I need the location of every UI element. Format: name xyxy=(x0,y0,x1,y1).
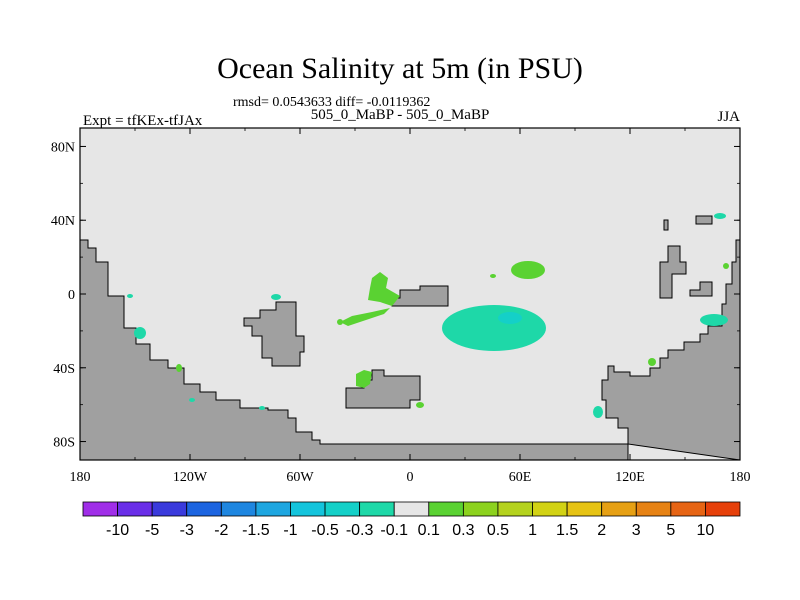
land-east-island-c xyxy=(695,215,713,225)
y-tick-label: 40N xyxy=(51,214,75,229)
y-tick-label: 40S xyxy=(53,362,75,377)
anomaly-teal-dot-b xyxy=(127,294,133,298)
colorbar-label: 3 xyxy=(632,522,641,539)
colorbar-label: -0.5 xyxy=(311,522,339,539)
chart-title: Ocean Salinity at 5m (in PSU) xyxy=(217,52,583,85)
colorbar-swatch xyxy=(324,501,361,517)
colorbar-swatch xyxy=(393,501,430,517)
anomaly-green-equator xyxy=(368,272,400,306)
anomaly-green-dot-e xyxy=(490,274,496,278)
colorbar-label: 2 xyxy=(597,522,606,539)
stats-text: rmsd= 0.0543633 diff= -0.0119362 xyxy=(233,95,431,110)
colorbar-swatch xyxy=(532,501,568,517)
colorbar-label: 0.1 xyxy=(418,522,440,539)
experiment-label: Expt = tfKEx-tfJAx xyxy=(83,113,203,129)
colorbar-swatch xyxy=(82,501,118,517)
colorbar-label: -1.5 xyxy=(242,522,270,539)
colorbar-swatch xyxy=(635,501,672,517)
colorbar-label: 1 xyxy=(528,522,537,539)
x-tick-label: 180 xyxy=(730,470,751,485)
land-layer xyxy=(80,215,740,460)
land-east-island-b xyxy=(689,281,713,297)
season-label: JJA xyxy=(717,109,740,125)
land-east-island-d xyxy=(663,219,669,231)
colorbar-label: -0.3 xyxy=(346,522,374,539)
colorbar-label: -3 xyxy=(180,522,194,539)
anomaly-green-dot-d xyxy=(176,364,182,372)
anomaly-teal-dot-d xyxy=(189,398,195,402)
colorbar-swatch xyxy=(186,501,222,517)
anomaly-green-dot-c xyxy=(723,263,729,269)
colorbar-swatch xyxy=(117,501,153,517)
colorbar-swatch xyxy=(220,501,257,517)
colorbar-label: -1 xyxy=(283,522,297,539)
anomaly-green-equator-b xyxy=(340,306,392,326)
colorbar-swatch xyxy=(497,501,533,517)
x-tick-label: 60E xyxy=(509,470,532,485)
land-central-a xyxy=(243,301,305,367)
colorbar-label: -2 xyxy=(214,522,228,539)
axis-layer: 180 120W 60W 0 60E 120E 180 80N 40N 0 40S 80S xyxy=(51,128,751,485)
colorbar-label: 10 xyxy=(697,522,715,539)
anomaly-green-dot-f xyxy=(337,319,343,325)
colorbar-swatch xyxy=(359,501,395,517)
colorbar-label: -5 xyxy=(145,522,159,539)
x-tick-label: 0 xyxy=(407,470,414,485)
colorbar-label: -0.1 xyxy=(380,522,408,539)
x-tick-label: 120E xyxy=(615,470,645,485)
colorbar-swatch xyxy=(151,501,188,517)
colorbar-swatch xyxy=(428,501,464,517)
x-tick-label: 180 xyxy=(70,470,91,485)
anomaly-blob-main xyxy=(442,305,546,351)
colorbar: -10 -5 -3 -2 -1.5 -1 -0.5 -0.3 -0.1 0.1 0.3 0.5 1 1.5… xyxy=(82,501,741,539)
anomaly-teal-northeast xyxy=(714,213,726,219)
anomaly-teal-dot-a xyxy=(271,294,281,300)
y-tick-label: 80N xyxy=(51,140,75,155)
case-label: 505_0_MaBP - 505_0_MaBP xyxy=(310,107,490,123)
anomaly-layer xyxy=(127,213,729,418)
x-tick-label: 60W xyxy=(286,470,314,485)
colorbar-label: 5 xyxy=(666,522,675,539)
colorbar-label: 0.3 xyxy=(452,522,474,539)
anomaly-teal-east xyxy=(700,314,728,326)
land-west-continent xyxy=(80,239,629,460)
anomaly-blob-core xyxy=(498,312,522,324)
colorbar-swatch xyxy=(255,501,291,517)
anomaly-teal-south xyxy=(593,406,603,418)
y-tick-label: 0 xyxy=(68,288,75,303)
colorbar-swatch xyxy=(290,501,326,517)
anomaly-green-dot-a xyxy=(416,402,424,408)
y-tick-label: 80S xyxy=(53,436,75,451)
land-east-island-a xyxy=(659,245,687,299)
colorbar-swatch xyxy=(566,501,603,517)
colorbar-label: 1.5 xyxy=(556,522,578,539)
land-east-continent xyxy=(601,239,740,460)
colorbar-swatch xyxy=(462,501,499,517)
anomaly-green-south xyxy=(356,370,372,388)
colorbar-label: -10 xyxy=(106,522,129,539)
anomaly-green-dot-b xyxy=(648,358,656,366)
anomaly-teal-dot-c xyxy=(259,406,265,410)
colorbar-swatch xyxy=(601,501,637,517)
anomaly-teal-west xyxy=(134,327,146,339)
x-tick-label: 120W xyxy=(173,470,208,485)
anomaly-green-north xyxy=(511,261,545,279)
colorbar-label: 0.5 xyxy=(487,522,509,539)
colorbar-swatch xyxy=(670,501,706,517)
colorbar-swatch xyxy=(705,501,741,517)
